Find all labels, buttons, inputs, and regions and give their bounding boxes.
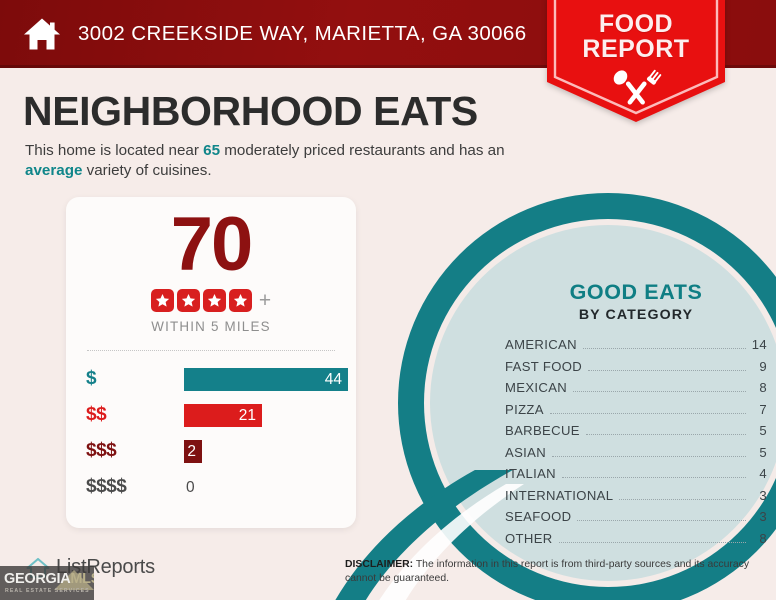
subtitle-highlight-count: 65 [203, 142, 221, 159]
star-plus-sign: + [258, 289, 272, 312]
good-eats-item-name: OTHER [505, 530, 553, 546]
subtitle-highlight-variety: average [25, 162, 83, 179]
subtitle-part-1: This home is located near [25, 142, 204, 159]
good-eats-item: AMERICAN 14 [505, 337, 767, 359]
good-eats-item-count: 9 [759, 358, 767, 374]
bar-category-label: $ [86, 368, 97, 389]
bar-value-label: 21 [238, 407, 256, 424]
dot-leader [573, 391, 746, 392]
good-eats-item-count: 5 [759, 444, 767, 460]
good-eats-item-name: PIZZA [505, 401, 544, 417]
good-eats-item-name: MEXICAN [505, 380, 568, 395]
restaurant-score: 70 [170, 202, 254, 287]
score-card: 70 + WITHIN 5 MILES $44 $$ 21 $$$ 2 $$$$ 0 [66, 197, 356, 528]
dot-leader [582, 348, 746, 349]
good-eats-item-count: 3 [759, 509, 767, 524]
disclaimer-label: DISCLAIMER: [345, 559, 414, 570]
bar-chart-row: $$$ 2 [66, 433, 356, 469]
dot-leader [619, 498, 746, 500]
good-eats-item-count: 8 [759, 380, 767, 395]
star-rating: + [66, 289, 356, 312]
dot-leader [549, 412, 746, 414]
good-eats-circle [398, 193, 776, 600]
dot-leader [585, 434, 746, 435]
bar-value-label: 44 [324, 371, 342, 388]
subtitle-part-2: moderately priced restaurants and has an [220, 142, 505, 159]
good-eats-panel: GOOD EATS BY CATEGORY AMERICAN 14 FAST FOO… [505, 280, 767, 552]
bar-chart-row: $$ 21 [66, 397, 356, 433]
good-eats-item: FAST FOOD 9 [505, 359, 767, 381]
watermark-mls: MLS [70, 571, 94, 587]
dot-leader [558, 541, 746, 543]
bar-chart-row: $$$$ 0 [66, 469, 356, 505]
bar-track: 21 [184, 404, 348, 427]
bar-fill: 2 [184, 440, 202, 463]
good-eats-item-count: 3 [759, 487, 767, 503]
good-eats-item: PIZZA 7 [505, 402, 767, 424]
bar-fill: 21 [184, 404, 262, 427]
good-eats-item-name: SEAFOOD [505, 509, 572, 524]
good-eats-item: INTERNATIONAL 3 [505, 488, 767, 510]
bar-value-label: 2 [187, 443, 196, 460]
good-eats-list: AMERICAN 14 FAST FOOD 9 MEXICAN 8 PIZZA 7 BARBEC… [505, 337, 767, 552]
good-eats-item-name: INTERNATIONAL [505, 487, 614, 503]
badge-line-1: FOOD [598, 10, 674, 38]
food-report-badge: FOOD REPORT [547, 0, 725, 122]
georgia-mls-watermark: GEORGIAMLS REAL ESTATE SERVICES [0, 566, 94, 600]
property-address: 3002 CREEKSIDE WAY, MARIETTA, GA 30066 [78, 22, 527, 45]
bar-category-label: $$$$ [86, 476, 127, 497]
header-content: 3002 CREEKSIDE WAY, MARIETTA, GA 30066 [22, 0, 527, 68]
bar-value-label: 0 [186, 479, 195, 496]
watermark-brand: GEORGIAMLS [4, 571, 94, 587]
good-eats-item-name: ASIAN [505, 444, 547, 460]
bar-track: 0 [184, 476, 348, 499]
good-eats-item: OTHER 8 [505, 531, 767, 553]
watermark-tagline: REAL ESTATE SERVICES [5, 588, 90, 594]
good-eats-title: GOOD EATS [569, 280, 703, 304]
good-eats-item-count: 5 [759, 423, 767, 438]
subtitle-part-3: variety of cuisines. [82, 162, 212, 179]
badge-title: FOOD REPORT [547, 12, 725, 62]
good-eats-item: SEAFOOD 3 [505, 509, 767, 531]
good-eats-item-name: FAST FOOD [505, 358, 583, 374]
good-eats-item: MEXICAN 8 [505, 380, 767, 402]
star-icon [228, 289, 252, 312]
price-range-bar-chart: $44 $$ 21 $$$ 2 $$$$ 0 [66, 361, 356, 505]
dot-leader [588, 369, 746, 371]
good-eats-item: ITALIAN 4 [505, 466, 767, 488]
bar-category-label: $$ [86, 404, 107, 425]
page-subtitle: This home is located near 65 moderately … [25, 141, 545, 181]
watermark-georgia: GEORGIA [4, 571, 71, 587]
star-icon [150, 289, 174, 312]
dot-leader [552, 455, 746, 457]
page-title: NEIGHBORHOOD EATS [23, 88, 478, 134]
star-icon [176, 289, 200, 312]
good-eats-subtitle: BY CATEGORY [578, 307, 694, 323]
badge-line-2: REPORT [582, 35, 690, 63]
bar-category-label: $$$ [86, 440, 117, 461]
star-icon [202, 289, 226, 312]
bar-fill: 44 [184, 368, 348, 391]
good-eats-item-count: 4 [759, 466, 767, 481]
home-icon [22, 17, 62, 51]
card-divider [87, 350, 335, 351]
disclaimer: DISCLAIMER: The information in this repo… [345, 558, 765, 585]
good-eats-item-name: ITALIAN [505, 466, 556, 481]
good-eats-item: ASIAN 5 [505, 445, 767, 467]
bar-track: 44 [184, 368, 348, 391]
good-eats-item-count: 7 [759, 401, 767, 417]
good-eats-item: BARBECUE 5 [505, 423, 767, 445]
good-eats-item-count: 14 [751, 337, 767, 352]
good-eats-item-count: 8 [759, 530, 767, 546]
dot-leader [577, 520, 746, 521]
good-eats-item-name: BARBECUE [505, 423, 580, 438]
good-eats-item-name: AMERICAN [505, 337, 577, 352]
bar-track: 2 [184, 440, 348, 463]
bar-chart-row: $44 [66, 361, 356, 397]
dot-leader [561, 477, 746, 478]
score-caption: WITHIN 5 MILES [151, 319, 271, 334]
